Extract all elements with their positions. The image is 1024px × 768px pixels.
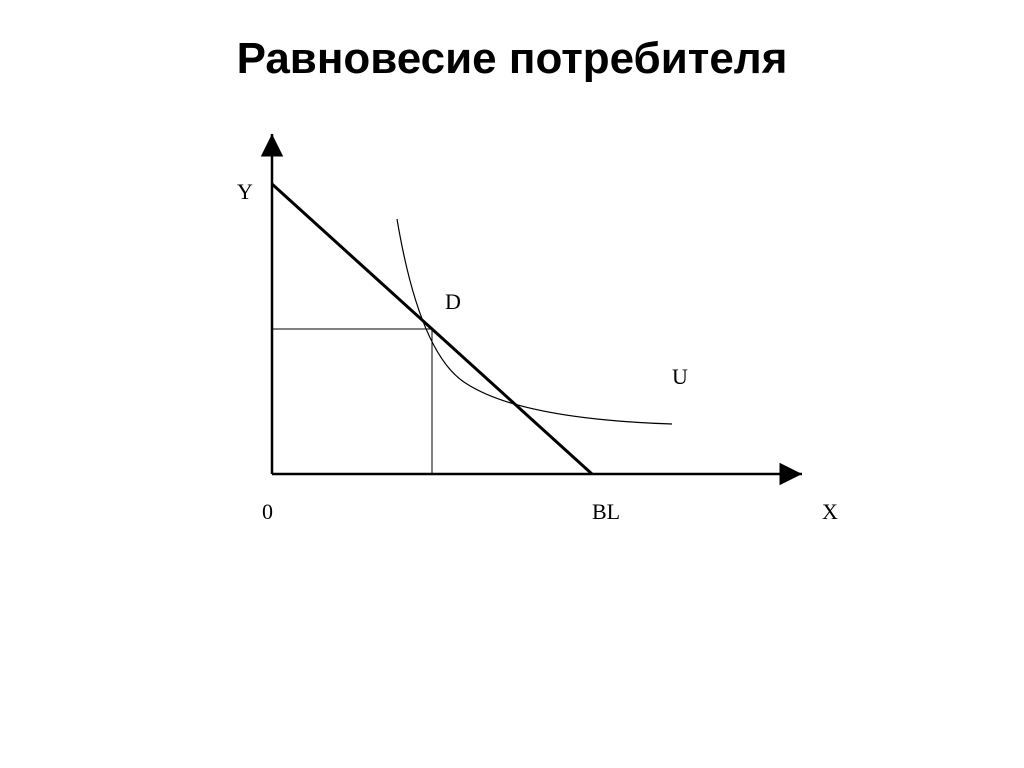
label-x: X [822, 499, 838, 524]
label-y: Y [237, 179, 253, 204]
label-d: D [445, 289, 461, 314]
label-u: U [672, 364, 688, 389]
label-bl: BL [592, 499, 620, 524]
page-title: Равновесие потребителя [0, 34, 1024, 84]
consumer-equilibrium-diagram: Y X 0 D U BL [162, 124, 862, 554]
label-origin: 0 [262, 499, 273, 524]
indifference-curve [397, 219, 672, 424]
diagram-svg: Y X 0 D U BL [162, 124, 862, 554]
